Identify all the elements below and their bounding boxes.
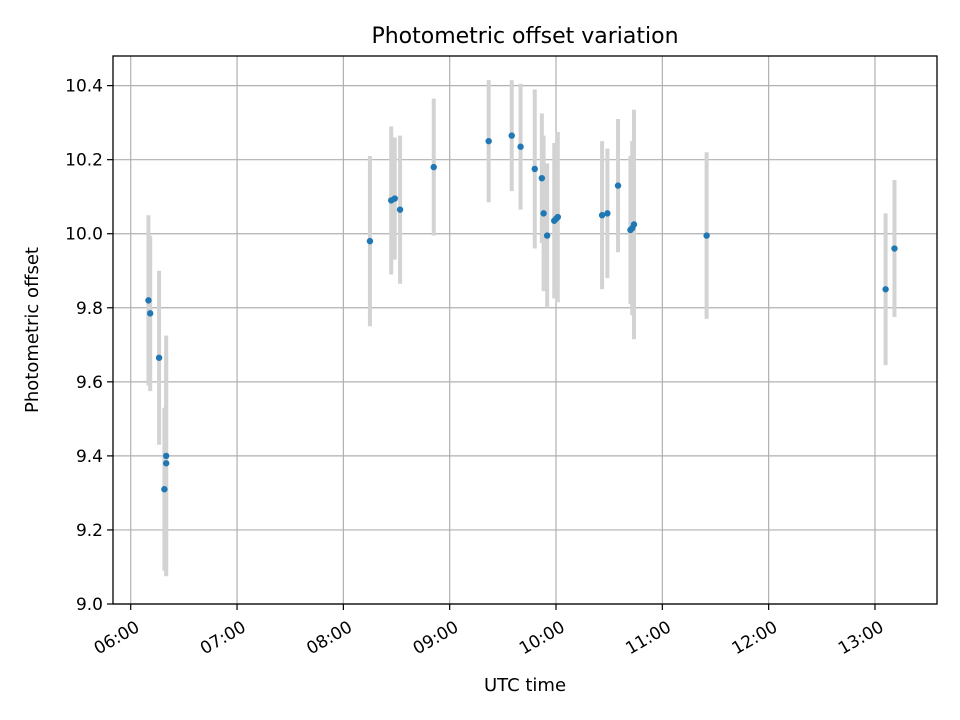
data-point	[145, 297, 152, 304]
data-point	[538, 174, 546, 182]
y-tick-label: 9.2	[76, 521, 103, 541]
chart-title: Photometric offset variation	[371, 24, 678, 49]
axis-ticks: 06:00 07:00 08:00 09:00 10:00 11:00 12:00 13:00…	[65, 77, 887, 660]
data-point	[614, 182, 622, 189]
data-point	[508, 132, 515, 139]
y-tick-label: 9.8	[76, 299, 103, 319]
data-point	[396, 206, 404, 213]
y-tick-label: 9.0	[76, 595, 103, 615]
data-point	[630, 221, 638, 228]
data-point	[366, 237, 374, 245]
data-point	[540, 210, 547, 217]
x-tick-label: 11:00	[622, 617, 674, 659]
data-point	[531, 165, 538, 173]
data-point	[391, 195, 398, 202]
data-point	[703, 232, 710, 239]
data-point	[147, 310, 154, 317]
data-point	[430, 163, 437, 171]
data-point	[162, 460, 170, 467]
x-tick-label: 08:00	[303, 617, 355, 659]
x-axis-label: UTC time	[484, 675, 566, 696]
y-axis-label: Photometric offset	[22, 247, 43, 413]
data-point	[155, 354, 163, 361]
data-point	[598, 212, 606, 219]
error-bars	[146, 80, 897, 577]
data-point	[161, 486, 168, 493]
data-point	[517, 143, 524, 150]
y-tick-label: 9.4	[76, 447, 103, 467]
x-tick-label: 13:00	[835, 617, 887, 659]
x-tick-label: 07:00	[197, 617, 249, 659]
grid	[113, 56, 937, 605]
y-tick-label: 10.0	[65, 225, 103, 245]
data-point	[882, 286, 889, 293]
data-point	[162, 452, 170, 460]
y-tick-label: 10.4	[65, 77, 103, 97]
x-tick-label: 06:00	[91, 617, 143, 659]
data-point	[543, 232, 551, 239]
x-tick-label: 09:00	[410, 617, 462, 659]
data-points	[145, 132, 898, 493]
data-point	[485, 137, 492, 145]
x-tick-label: 12:00	[729, 617, 781, 659]
data-point	[554, 213, 561, 221]
x-tick-label: 10:00	[516, 617, 568, 659]
data-point	[891, 245, 898, 252]
plot-frame	[112, 55, 938, 605]
y-tick-label: 9.6	[76, 373, 103, 393]
data-point	[604, 210, 611, 217]
y-tick-label: 10.2	[65, 151, 103, 171]
